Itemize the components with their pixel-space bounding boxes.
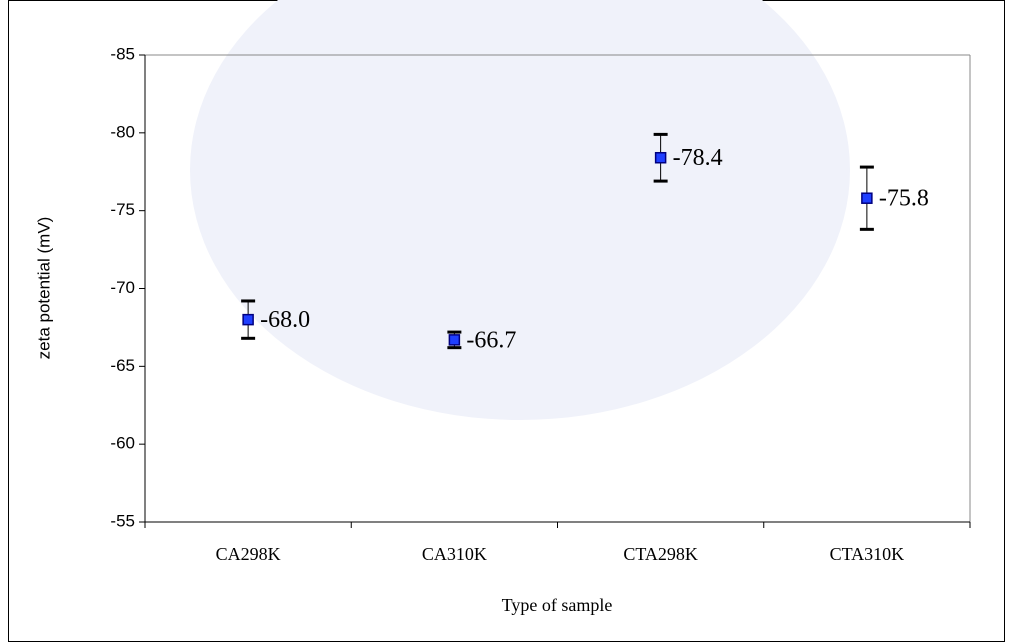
x-tick-label: CA310K [422,544,487,564]
value-label: -75.8 [879,186,929,212]
value-label: -66.7 [466,327,516,353]
point [861,192,873,204]
point [654,151,667,164]
point [242,313,254,326]
value-label: -78.4 [673,145,723,171]
x-tick-label: CTA298K [623,544,698,564]
y-tick-label: -55 [110,511,135,530]
y-tick-label: -80 [110,122,135,141]
point [448,334,461,346]
y-tick-label: -75 [110,200,135,219]
x-axis-title: Type of sample [502,595,613,615]
y-tick-label: -85 [110,44,135,63]
value-label: -68.0 [260,307,310,333]
x-tick-label: CA298K [216,544,281,564]
y-tick-label: -70 [110,278,135,297]
watermark [190,0,850,420]
x-tick-label: CTA310K [830,544,905,564]
y-tick-label: -65 [110,356,135,375]
y-tick-label: -60 [110,434,135,453]
y-axis-title: zeta potential (mV) [34,217,53,360]
